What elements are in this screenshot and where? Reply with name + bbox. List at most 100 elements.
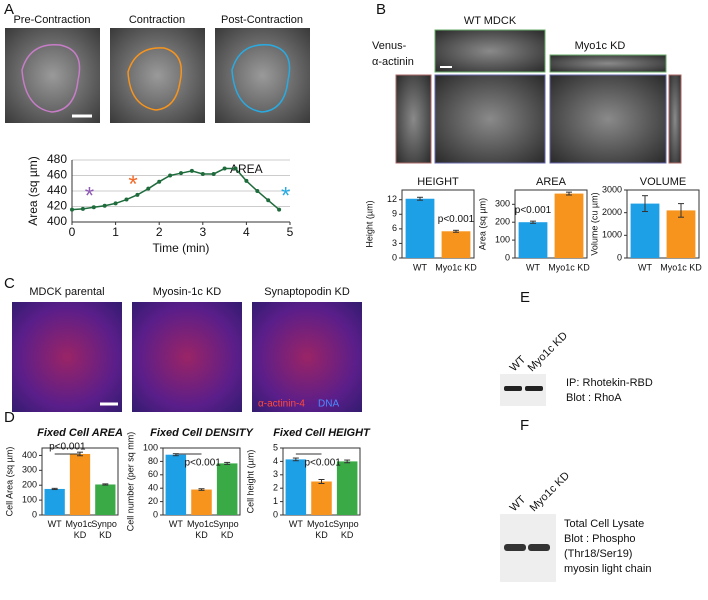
image-title: MDCK parental [29, 286, 104, 298]
micrographs [395, 29, 682, 164]
y-tick-label: 6 [392, 223, 397, 233]
x-tick-label: WT [48, 519, 62, 529]
annotation: * [85, 183, 94, 210]
label-line: Myo1c [65, 519, 94, 529]
micrograph [668, 74, 682, 164]
lane-label: Myo1c KD [526, 330, 570, 374]
blot-band [528, 544, 550, 551]
x-tick-label: Myo1c KD [548, 262, 590, 272]
micrograph [12, 302, 122, 412]
image-title: Post-Contraction [221, 14, 303, 26]
panel-letter: B [376, 1, 386, 18]
bar [191, 489, 212, 515]
point [70, 207, 74, 212]
x-tick-label: Myo1c KD [65, 519, 94, 540]
label-line: KD [74, 530, 87, 540]
y-tick-label: 420 [47, 199, 67, 213]
chart-title: Fixed Cell DENSITY [150, 427, 254, 439]
point [113, 201, 118, 206]
y-tick-label: 400 [22, 450, 37, 460]
micrograph [110, 28, 205, 123]
panel-letter: F [520, 417, 529, 434]
bar [518, 222, 548, 258]
micrographs [12, 302, 362, 412]
y-tick-label: 440 [47, 183, 67, 197]
x-tick-label: 4 [243, 225, 250, 239]
bar [405, 198, 435, 258]
point [168, 173, 173, 178]
y-tick-label: 300 [495, 199, 510, 209]
label-line: KD [195, 530, 208, 540]
panel-letter: A [4, 1, 14, 18]
annotation: p<0.001 [184, 458, 221, 469]
y-axis-label: Area (sq µm) [26, 156, 40, 226]
error-bar [224, 461, 231, 465]
annotation: p<0.001 [438, 214, 475, 225]
x-tick-label: 0 [69, 225, 76, 239]
label-line: KD [99, 530, 112, 540]
y-axis-label: Cell height (µm) [245, 450, 255, 514]
x-tick-label: WT [289, 519, 303, 529]
bar [69, 453, 91, 515]
y-tick-label: 0 [505, 252, 510, 262]
chart-title: Fixed Cell AREA [37, 427, 123, 439]
plot-frame [401, 189, 475, 259]
blot-text: myosin light chain [564, 563, 651, 575]
lane-label: Myo1c KD [528, 470, 572, 514]
y-axis-label: Height (µm) [364, 200, 374, 247]
point [157, 179, 162, 184]
lane-label: WT [508, 493, 529, 514]
y-tick-label: 3 [273, 469, 278, 479]
annotation: p<0.001 [49, 442, 86, 453]
bar [285, 459, 307, 515]
point [244, 178, 249, 183]
annotation: p<0.001 [304, 458, 341, 469]
y-tick-label: 20 [148, 496, 158, 506]
error-bar [51, 487, 58, 491]
x-tick-label: 2 [156, 225, 163, 239]
error-bar [453, 229, 459, 233]
bar [554, 193, 584, 258]
x-axis-label: Time (min) [153, 241, 210, 255]
blot-text: IP: Rhotekin-RBD [566, 377, 653, 389]
y-tick-label: 12 [387, 194, 397, 204]
x-tick-label: 5 [287, 225, 294, 239]
point [255, 189, 260, 193]
bar [165, 454, 187, 515]
image-title: Pre-Contraction [13, 14, 90, 26]
y-tick-label: 100 [22, 494, 37, 504]
image-title: Synaptopodin KD [264, 286, 350, 298]
x-tick-label: Myo1c KD [307, 519, 336, 540]
label-line: KD [341, 530, 354, 540]
chart-title: Fixed Cell HEIGHT [273, 427, 371, 439]
label-line: KD [221, 530, 234, 540]
label-line: Synpo [333, 519, 361, 529]
blot-text: Total Cell Lysate [564, 518, 644, 530]
image-title: Myo1c KD [575, 40, 626, 52]
y-tick-label: 40 [148, 483, 158, 493]
panel-letter: C [4, 275, 15, 292]
blot-band [525, 386, 543, 391]
x-tick-label: Myo1c KD [435, 262, 477, 272]
micrographs [5, 28, 310, 123]
y-tick-label: 3 [392, 238, 397, 248]
label-line: Myo1c [307, 519, 336, 529]
label-line: KD [315, 530, 328, 540]
y-axis-label: Cell number (per sq mm) [125, 432, 135, 532]
plot-frame [514, 189, 588, 259]
point [189, 168, 194, 173]
micrograph [132, 302, 242, 412]
x-tick-label: Synpo KD [213, 519, 241, 540]
error-bar [102, 483, 109, 486]
y-tick-label: 0 [153, 509, 158, 519]
error-bar [417, 196, 423, 201]
bar [666, 210, 696, 258]
point [211, 171, 216, 176]
point [277, 207, 282, 212]
error-bar [318, 478, 325, 485]
y-tick-label: 4 [273, 456, 278, 466]
point [80, 206, 85, 211]
blot-text: Blot : RhoA [566, 392, 622, 404]
blot-band [504, 544, 526, 551]
bar [311, 481, 332, 515]
